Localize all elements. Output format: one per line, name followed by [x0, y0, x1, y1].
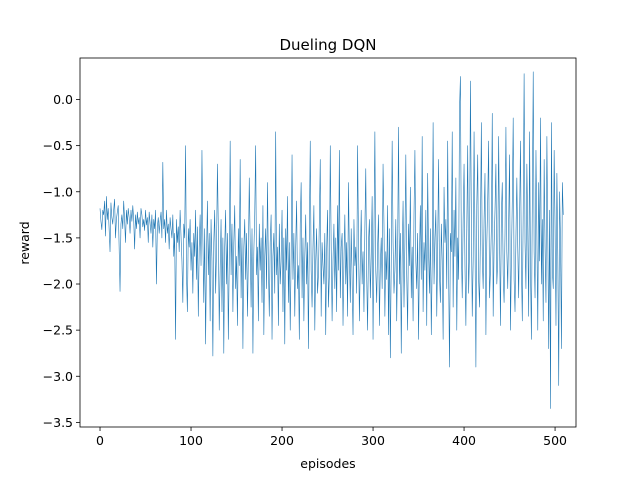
y-tick-label: −2.5: [43, 323, 73, 338]
x-tick-label: 200: [270, 433, 294, 448]
reward-series-line: [99, 71, 564, 409]
x-tick-label: 100: [179, 433, 203, 448]
y-tick-label: −1.5: [43, 230, 73, 245]
x-axis-label: episodes: [300, 456, 355, 471]
y-tick-label: −3.5: [43, 415, 73, 430]
y-axis-ticks: −3.5 −3.0 −2.5 −2.0 −1.5 −1.0 −0.5 0.0: [43, 92, 80, 430]
x-tick-label: 300: [361, 433, 385, 448]
y-tick-label: −0.5: [43, 138, 73, 153]
y-tick-label: −2.0: [43, 277, 73, 292]
y-axis-label: reward: [17, 221, 32, 264]
x-tick-label: 500: [543, 433, 567, 448]
x-tick-label: 0: [96, 433, 104, 448]
x-tick-label: 400: [452, 433, 476, 448]
chart-title: Dueling DQN: [280, 36, 377, 54]
y-tick-label: −1.0: [43, 184, 73, 199]
y-tick-label: −3.0: [43, 369, 73, 384]
plot-area: [99, 71, 564, 409]
y-tick-label: 0.0: [53, 92, 73, 107]
axes-frame: [79, 57, 577, 428]
x-axis-ticks: 0 100 200 300 400 500: [96, 427, 567, 448]
